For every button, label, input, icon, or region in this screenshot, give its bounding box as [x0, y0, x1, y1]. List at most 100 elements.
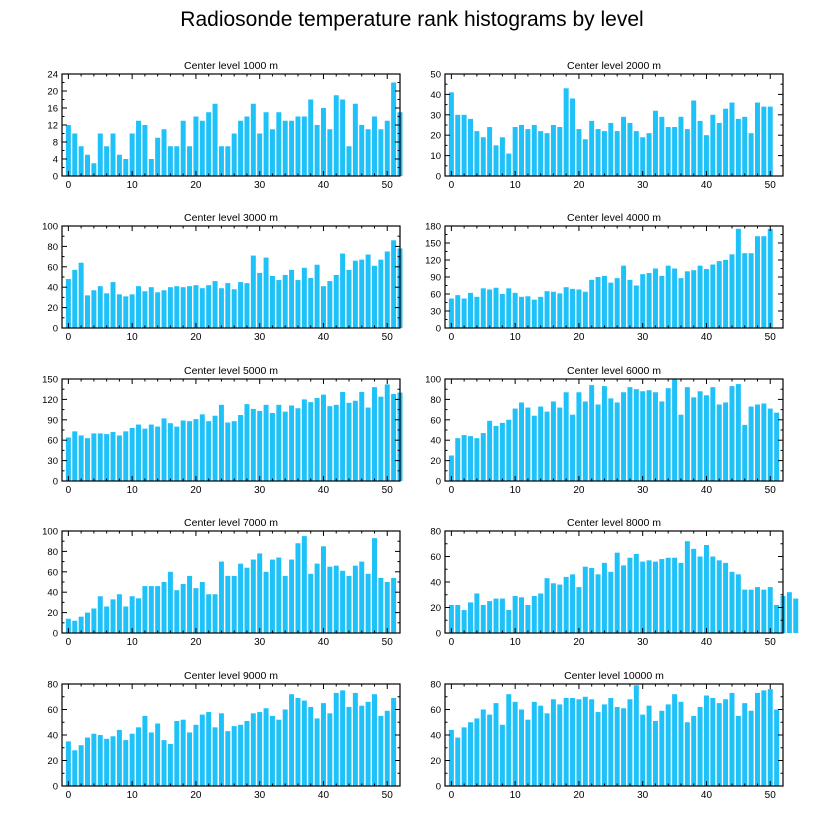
bar — [378, 259, 384, 328]
x-tick-label: 50 — [765, 180, 777, 191]
bar — [148, 159, 154, 176]
bar — [97, 735, 103, 786]
bar — [576, 587, 582, 633]
x-tick-label: 50 — [765, 790, 777, 801]
panel-title: Center level 10000 m — [564, 670, 664, 682]
bar — [563, 88, 569, 176]
bar — [652, 392, 658, 481]
bar — [314, 264, 320, 328]
bar — [697, 120, 703, 176]
y-tick-label: 4 — [53, 155, 58, 166]
bar — [723, 260, 729, 328]
y-tick-label: 0 — [53, 324, 58, 335]
y-tick-label: 80 — [47, 242, 58, 253]
bar — [231, 133, 237, 176]
x-tick-label: 30 — [637, 637, 649, 648]
bar — [231, 421, 237, 481]
bar — [550, 125, 556, 176]
y-tick-label: 0 — [436, 324, 441, 335]
bar — [742, 703, 748, 787]
x-tick-label: 20 — [190, 332, 202, 343]
bar — [506, 153, 512, 176]
bar — [601, 704, 607, 786]
bar — [646, 133, 652, 176]
bar — [755, 587, 760, 633]
bar — [167, 571, 173, 633]
bar — [276, 404, 282, 481]
bar — [359, 125, 365, 176]
bar — [333, 404, 339, 481]
bar — [91, 290, 97, 328]
bar — [793, 598, 799, 633]
y-tick-label: 50 — [430, 70, 441, 81]
bar — [525, 604, 531, 633]
bar — [193, 116, 199, 176]
bar — [589, 120, 595, 176]
bar — [474, 718, 480, 786]
bar — [493, 598, 499, 633]
bar — [646, 705, 652, 786]
bar — [238, 282, 244, 328]
bar — [244, 116, 250, 176]
bar — [525, 407, 531, 481]
bar — [301, 399, 307, 481]
bar — [352, 260, 358, 328]
bar — [550, 401, 556, 481]
bar — [142, 428, 148, 481]
x-tick-label: 0 — [449, 790, 455, 801]
bar — [519, 296, 525, 328]
bar — [91, 733, 97, 786]
bar — [378, 396, 384, 481]
bar — [716, 703, 722, 787]
y-tick-label: 60 — [47, 567, 58, 578]
bar — [91, 608, 97, 633]
bar — [155, 292, 161, 328]
y-tick-label: 100 — [42, 527, 58, 538]
bar — [174, 146, 180, 176]
bar — [621, 116, 627, 176]
y-tick-label: 8 — [53, 138, 58, 149]
bar — [250, 713, 256, 786]
x-tick-label: 40 — [701, 485, 713, 496]
chart-panel-8: Center level 8000 m 0 10 20 30 40 50 0 20 40 60 80 — [430, 517, 799, 648]
bar — [468, 292, 473, 328]
bar — [199, 414, 205, 481]
bar — [550, 699, 556, 786]
bar — [544, 411, 550, 481]
bar — [506, 288, 512, 328]
x-tick-label: 10 — [127, 790, 139, 801]
bar — [710, 698, 716, 786]
bar — [474, 131, 480, 176]
x-tick-label: 30 — [637, 790, 649, 801]
bar — [480, 709, 486, 786]
bar — [755, 404, 760, 481]
bar — [301, 116, 307, 176]
bar — [697, 706, 703, 786]
y-tick-label: 30 — [430, 307, 441, 318]
bar — [621, 392, 627, 481]
bar — [123, 159, 129, 176]
chart-panel-10: Center level 10000 m 0 10 20 30 40 50 0 20 40 60 80 — [430, 670, 784, 801]
bar — [352, 400, 358, 481]
bar — [225, 731, 231, 786]
bar — [174, 426, 180, 481]
bar — [525, 296, 531, 328]
x-tick-label: 40 — [318, 790, 330, 801]
bar — [320, 546, 326, 633]
bar — [627, 557, 633, 633]
bar — [346, 706, 352, 786]
bar — [499, 422, 505, 481]
bar — [187, 732, 193, 786]
bar — [372, 116, 377, 176]
bar — [544, 713, 550, 786]
bar — [774, 412, 780, 481]
bar — [735, 228, 741, 328]
chart-panel-7: Center level 7000 m 0 10 20 30 40 50 0 20 40 60 80 1… — [42, 517, 401, 648]
y-tick-label: 20 — [47, 303, 58, 314]
bar — [212, 415, 218, 481]
x-tick-label: 30 — [254, 332, 266, 343]
bar — [723, 108, 729, 176]
bar — [136, 598, 142, 633]
bar — [755, 692, 760, 786]
bar — [391, 240, 397, 328]
